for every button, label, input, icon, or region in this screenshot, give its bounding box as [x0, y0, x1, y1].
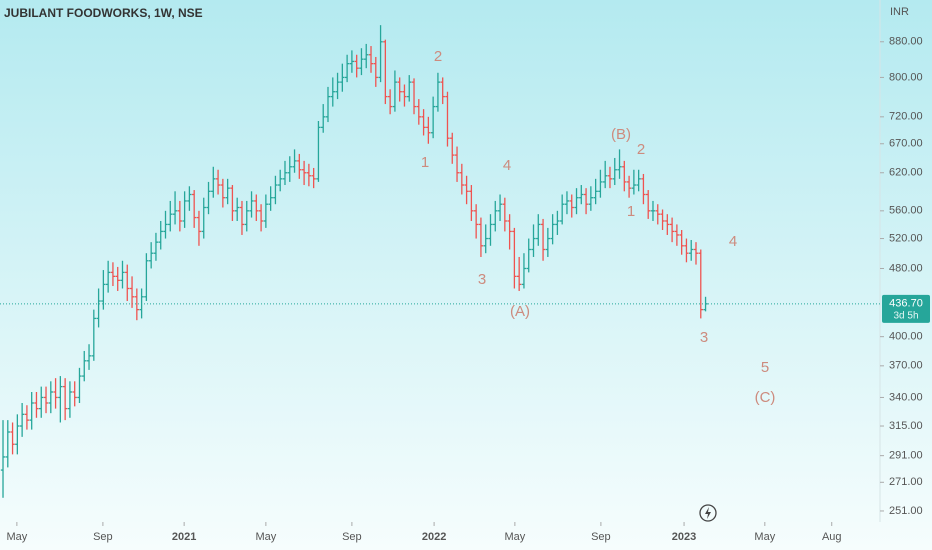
x-tick-label: 2022 [422, 531, 446, 543]
y-tick-label: 370.00 [889, 360, 923, 372]
wave-label: (B) [611, 126, 631, 143]
x-tick-label: Sep [342, 531, 362, 543]
y-tick-label: 670.00 [889, 138, 923, 150]
y-tick-label: 340.00 [889, 391, 923, 403]
wave-label: 5 [761, 359, 769, 376]
alert-icon[interactable] [699, 504, 717, 522]
y-tick-label: 400.00 [889, 331, 923, 343]
x-tick-label: Sep [93, 531, 113, 543]
currency: INR [890, 6, 909, 18]
y-tick-label: 880.00 [889, 36, 923, 48]
x-tick-label: May [504, 531, 525, 543]
wave-label: 1 [627, 203, 635, 220]
wave-label: 4 [729, 233, 737, 250]
wave-label: 3 [478, 271, 486, 288]
x-tick-label: May [255, 531, 276, 543]
y-tick-label: 291.00 [889, 450, 923, 462]
x-tick-label: 2023 [672, 531, 696, 543]
wave-label: 2 [434, 48, 442, 65]
y-tick-label: 520.00 [889, 232, 923, 244]
wave-label: 3 [700, 329, 708, 346]
y-tick-label: 315.00 [889, 420, 923, 432]
wave-label: 2 [637, 141, 645, 158]
y-tick-label: 560.00 [889, 205, 923, 217]
x-tick-label: May [754, 531, 775, 543]
y-tick-label: 271.00 [889, 476, 923, 488]
wave-label: (C) [755, 389, 776, 406]
wave-label: 1 [421, 154, 429, 171]
y-tick-label: 720.00 [889, 111, 923, 123]
x-tick-label: Sep [591, 531, 611, 543]
x-tick-label: 2021 [172, 531, 196, 543]
y-tick-label: 620.00 [889, 167, 923, 179]
countdown: 3d 5h [893, 310, 918, 321]
y-tick-label: 251.00 [889, 505, 923, 517]
x-tick-label: May [6, 531, 27, 543]
last-price-box [882, 294, 930, 323]
y-tick-label: 480.00 [889, 262, 923, 274]
y-tick-label: 800.00 [889, 71, 923, 83]
wave-label: 4 [503, 157, 511, 174]
wave-label: (A) [510, 303, 530, 320]
chart-title: JUBILANT FOODWORKS, 1W, NSE [4, 6, 203, 20]
last-price-label: 436.70 [889, 298, 923, 310]
x-tick-label: Aug [822, 531, 842, 543]
